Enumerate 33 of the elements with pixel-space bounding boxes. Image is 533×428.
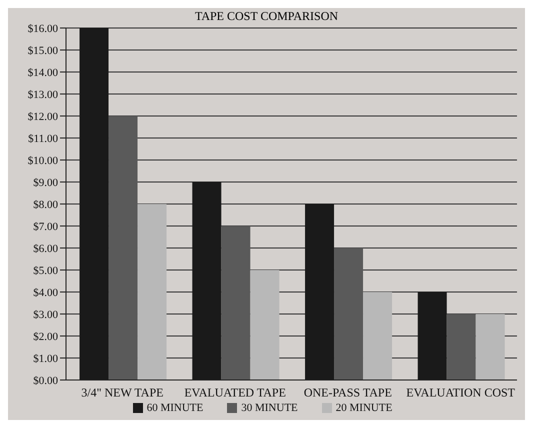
y-tick-label: $14.00	[28, 66, 58, 79]
y-tick-label: $11.00	[28, 132, 58, 145]
legend-label: 60 MINUTE	[146, 402, 204, 414]
y-tick-label: $4.00	[33, 286, 58, 299]
y-tick-label: $6.00	[33, 242, 58, 255]
bar	[363, 292, 392, 380]
bar	[221, 226, 250, 380]
bar	[446, 314, 476, 380]
y-tick-label: $0.00	[33, 374, 58, 387]
x-tick-label: EVALUATED TAPE	[184, 386, 286, 400]
bar	[334, 248, 364, 380]
x-tick-label: 3/4" NEW TAPE	[81, 386, 164, 400]
y-tick-label: $1.00	[33, 352, 58, 365]
bar	[250, 270, 280, 380]
chart-title: TAPE COST COMPARISON	[194, 8, 340, 24]
y-tick-label: $2.00	[33, 330, 58, 343]
y-tick-label: $3.00	[33, 308, 58, 321]
y-tick-label: $16.00	[28, 22, 58, 35]
y-tick-label: $5.00	[33, 264, 58, 277]
legend-label: 20 MINUTE	[334, 402, 392, 414]
y-tick-label: $13.00	[28, 88, 58, 101]
y-tick-label: $10.00	[28, 154, 58, 167]
y-tick-label: $8.00	[33, 198, 58, 211]
y-tick-label: $9.00	[33, 176, 58, 189]
bar	[108, 116, 138, 380]
x-tick-label: ONE-PASS TAPE	[304, 386, 392, 400]
y-tick-label: $7.00	[33, 220, 58, 233]
bar	[476, 314, 505, 380]
y-tick-label: $15.00	[28, 44, 58, 57]
x-tick-label: EVALUATION COST	[406, 386, 516, 400]
y-tick-label: $12.00	[28, 110, 58, 123]
bar	[138, 204, 167, 380]
legend-label: 30 MINUTE	[240, 402, 298, 414]
